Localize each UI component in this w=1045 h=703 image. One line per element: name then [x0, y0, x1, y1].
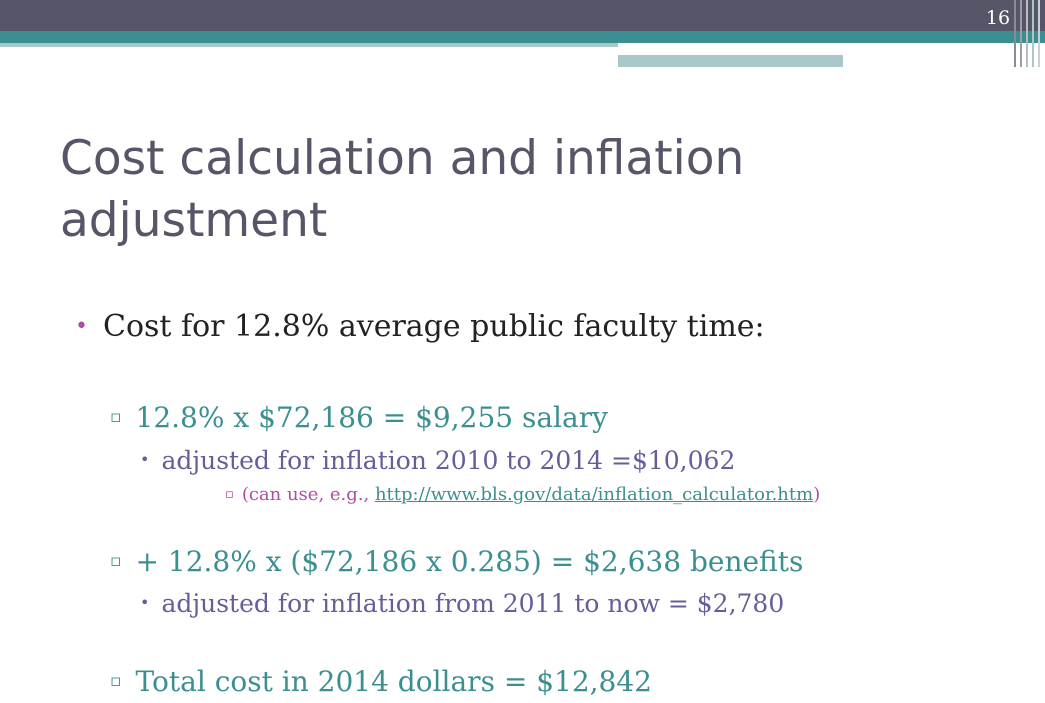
bullet-total: ▫ Total cost in 2014 dollars = $12,842: [110, 665, 652, 698]
bullet-dot-icon: •: [140, 450, 150, 469]
square-bullet-icon: ▫: [110, 671, 122, 691]
bullet-main: • Cost for 12.8% average public faculty t…: [75, 309, 765, 344]
bullet-salary-text: 12.8% x $72,186 = $9,255 salary: [135, 401, 608, 434]
header-white-corner: [968, 43, 1018, 67]
header-dark-band: [0, 0, 1045, 31]
slide-title-line2: adjustment: [60, 193, 328, 248]
note-prefix: (can use, e.g.,: [241, 484, 375, 505]
inflation-calculator-link[interactable]: http://www.bls.gov/data/inflation_calcul…: [374, 484, 814, 505]
bullet-dot-icon: •: [140, 593, 150, 612]
slide-title-line1: Cost calculation and inflation: [60, 131, 745, 186]
bullet-salary: ▫ 12.8% x $72,186 = $9,255 salary: [110, 401, 608, 434]
bullet-salary-adjust: • adjusted for inflation 2010 to 2014 =$1…: [140, 446, 735, 475]
header-white-gap: [618, 43, 968, 47]
bullet-salary-adjust-text: adjusted for inflation 2010 to 2014 =$10…: [161, 446, 736, 475]
square-bullet-icon: ▫: [110, 407, 122, 427]
bullet-benefits-text: + 12.8% x ($72,186 x 0.285) = $2,638 ben…: [135, 545, 804, 578]
bullet-benefits-adjust-text: adjusted for inflation from 2011 to now …: [161, 589, 785, 618]
slide-title: Cost calculation and inflation adjustmen…: [60, 128, 960, 252]
header-stripes: [1012, 0, 1045, 67]
page-number: 16: [985, 7, 1011, 29]
note-suffix: ): [813, 484, 821, 505]
bullet-main-text: Cost for 12.8% average public faculty ti…: [102, 309, 765, 344]
header-light-band: [0, 43, 618, 47]
bullet-note: ▫ (can use, e.g., http://www.bls.gov/data…: [225, 484, 820, 505]
header-light-band-right: [618, 55, 843, 67]
bullet-benefits-adjust: • adjusted for inflation from 2011 to now…: [140, 589, 784, 618]
bullet-total-text: Total cost in 2014 dollars = $12,842: [135, 665, 652, 698]
bullet-dot-icon: •: [75, 314, 88, 339]
header-teal-band: [0, 31, 1045, 43]
square-bullet-icon: ▫: [110, 551, 122, 571]
bullet-benefits: ▫ + 12.8% x ($72,186 x 0.285) = $2,638 be…: [110, 545, 803, 578]
square-bullet-icon: ▫: [225, 487, 234, 502]
